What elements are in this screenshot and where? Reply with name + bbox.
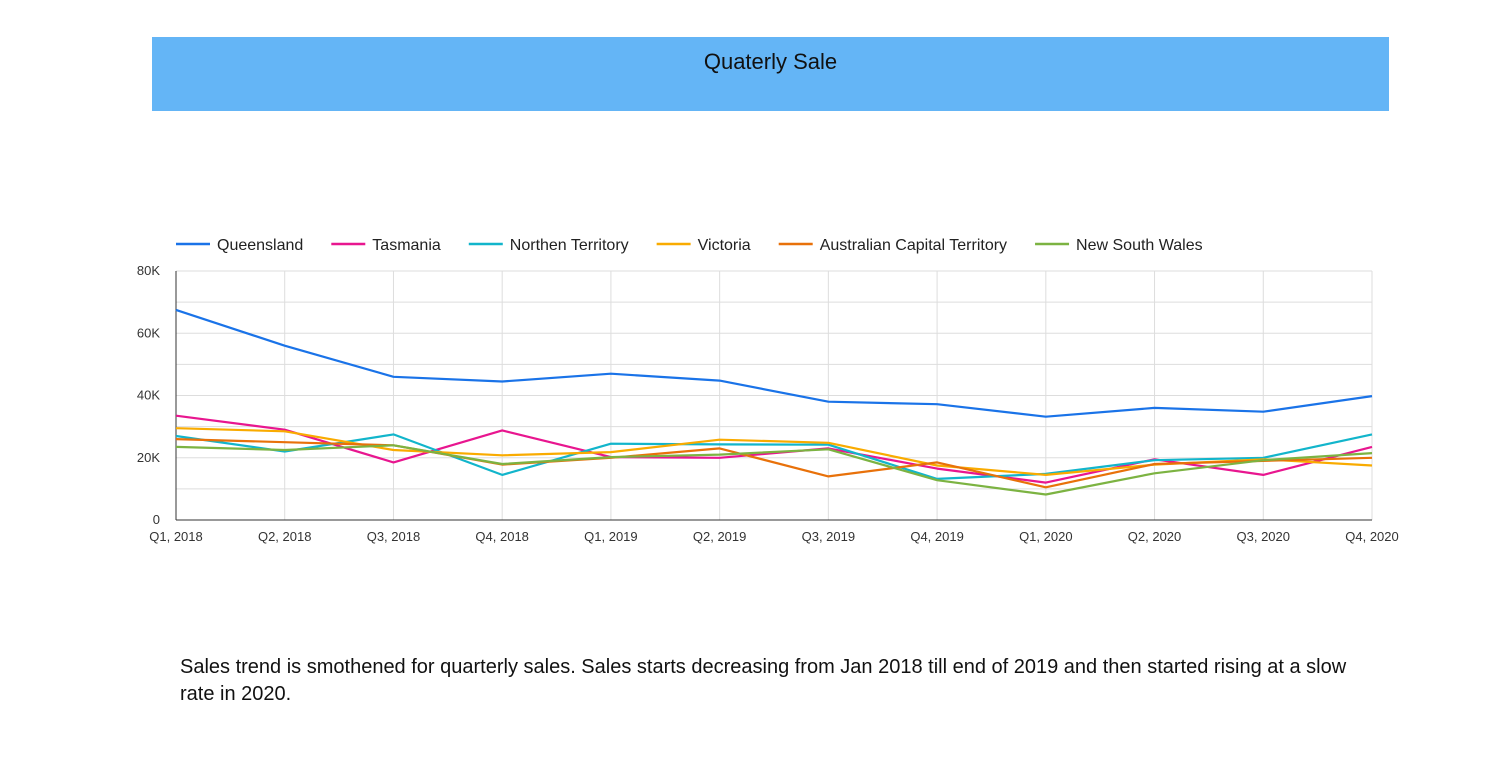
series-line-northen-territory <box>175 433 1373 480</box>
series-line-tasmania <box>175 414 1373 484</box>
legend-label: Northen Territory <box>510 237 629 254</box>
x-tick-label: Q4, 2018 <box>475 529 529 544</box>
legend-item-northen-territory[interactable]: Northen Territory <box>468 237 629 254</box>
x-tick-label: Q2, 2018 <box>258 529 312 544</box>
y-tick-label: 20K <box>137 450 160 465</box>
legend-item-new-south-wales[interactable]: New South Wales <box>1035 237 1203 254</box>
y-tick-labels: 0 20K 40K 60K 80K <box>137 263 160 527</box>
x-tick-label: Q2, 2019 <box>693 529 747 544</box>
axes <box>175 271 1372 521</box>
x-tick-label: Q1, 2019 <box>584 529 638 544</box>
header-banner: Quaterly Sale <box>152 37 1389 111</box>
legend-item-tasmania[interactable]: Tasmania <box>331 237 441 254</box>
x-tick-labels: Q1, 2018 Q2, 2018 Q3, 2018 Q4, 2018 Q1, 2019… <box>149 529 1399 544</box>
grid-lines <box>176 270 1373 520</box>
legend-label: Victoria <box>698 237 751 254</box>
series-line-australian-capital-territory <box>175 438 1373 489</box>
legend-item-queensland[interactable]: Queensland <box>176 237 303 254</box>
x-tick-label: Q4, 2020 <box>1345 529 1399 544</box>
x-tick-label: Q3, 2020 <box>1237 529 1291 544</box>
x-tick-label: Q2, 2020 <box>1128 529 1182 544</box>
series-line-new-south-wales <box>175 444 1373 496</box>
legend-item-victoria[interactable]: Victoria <box>656 237 751 254</box>
series-lines <box>175 308 1373 496</box>
legend-item-australian-capital-territory[interactable]: Australian Capital Territory <box>778 237 1007 254</box>
legend-label: Tasmania <box>372 237 441 254</box>
line-chart: 0 20K 40K 60K 80K Q1, 2018 Q2, 2018 Q3, 2018 Q4… <box>137 237 1399 544</box>
x-tick-label: Q1, 2020 <box>1019 529 1073 544</box>
legend-label: Queensland <box>217 237 303 254</box>
legend-label: Australian Capital Territory <box>820 237 1007 254</box>
y-tick-label: 0 <box>153 512 160 527</box>
x-tick-label: Q1, 2018 <box>149 529 203 544</box>
legend-label: New South Wales <box>1076 237 1203 254</box>
legend[interactable]: Queensland Tasmania Northen Territory Victo… <box>176 237 1203 254</box>
x-tick-label: Q4, 2019 <box>910 529 964 544</box>
y-tick-label: 80K <box>137 263 160 278</box>
y-tick-label: 40K <box>137 388 160 403</box>
summary-text: Sales trend is smothened for quarterly s… <box>180 656 1347 705</box>
x-tick-label: Q3, 2018 <box>367 529 421 544</box>
page-title: Quaterly Sale <box>703 49 838 74</box>
y-tick-label: 60K <box>137 325 160 340</box>
series-line-queensland <box>175 308 1373 418</box>
x-tick-label: Q3, 2019 <box>802 529 856 544</box>
